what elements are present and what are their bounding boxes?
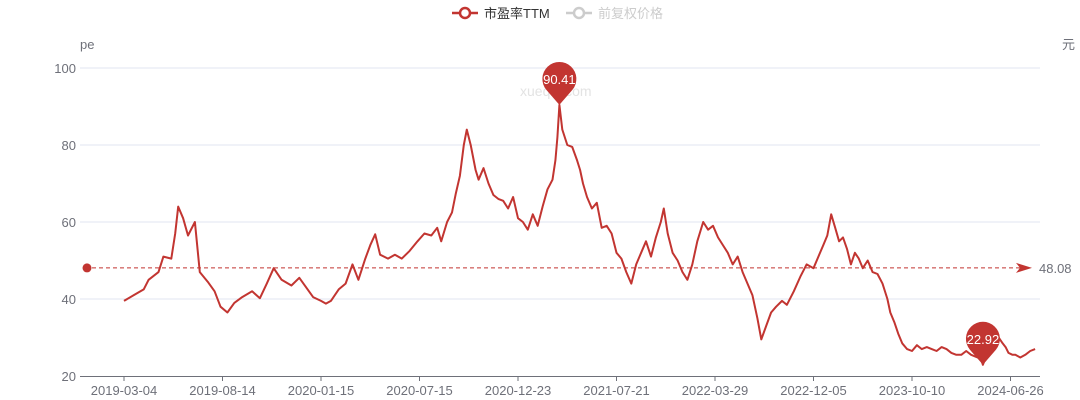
min-point-pin (965, 321, 1000, 365)
marker-pins: 90.41 22.92 (542, 61, 1000, 365)
average-line-arrow (1016, 262, 1032, 273)
x-tick-label-8: 2023-10-10 (879, 383, 946, 398)
series-layer (123, 103, 1036, 366)
x-tick-label-2: 2020-01-15 (288, 383, 355, 398)
min-point-label: 22.92 (967, 332, 1000, 347)
average-markline: 48.08 (82, 261, 1072, 276)
x-tick-label-0: 2019-03-04 (91, 383, 158, 398)
y-tick-label-20: 20 (62, 369, 76, 384)
y-tick-label-80: 80 (62, 138, 76, 153)
legend: 市盈率TTM 前复权价格 (452, 6, 663, 21)
max-point-pin (542, 61, 577, 105)
y-axis-unit-left: pe (80, 37, 94, 52)
x-axis: 2019-03-04 2019-08-14 2020-01-15 2020-07-15… (80, 376, 1044, 398)
y-tick-label-60: 60 (62, 215, 76, 230)
y-axis-unit-right: 元 (1062, 37, 1075, 52)
legend-item-price[interactable]: 前复权价格 (566, 6, 663, 21)
legend-item-pe[interactable]: 市盈率TTM (452, 6, 550, 21)
average-line-start-dot (82, 263, 92, 273)
series-line-0 (123, 103, 1036, 366)
x-tick-label-7: 2022-12-05 (780, 383, 847, 398)
y-tick-label-100: 100 (54, 61, 76, 76)
y-axis-ticks: 20 40 60 80 100 (54, 61, 76, 384)
x-tick-label-6: 2022-03-29 (682, 383, 749, 398)
legend-label-price: 前复权价格 (598, 6, 663, 21)
x-tick-label-9: 2024-06-26 (977, 383, 1044, 398)
legend-label-pe: 市盈率TTM (484, 6, 550, 21)
x-tick-label-5: 2021-07-21 (583, 383, 650, 398)
average-line-label: 48.08 (1039, 261, 1072, 276)
y-tick-label-40: 40 (62, 292, 76, 307)
x-tick-label-3: 2020-07-15 (386, 383, 453, 398)
max-point-label: 90.41 (543, 72, 576, 87)
x-tick-label-1: 2019-08-14 (189, 383, 256, 398)
x-tick-label-4: 2020-12-23 (485, 383, 552, 398)
